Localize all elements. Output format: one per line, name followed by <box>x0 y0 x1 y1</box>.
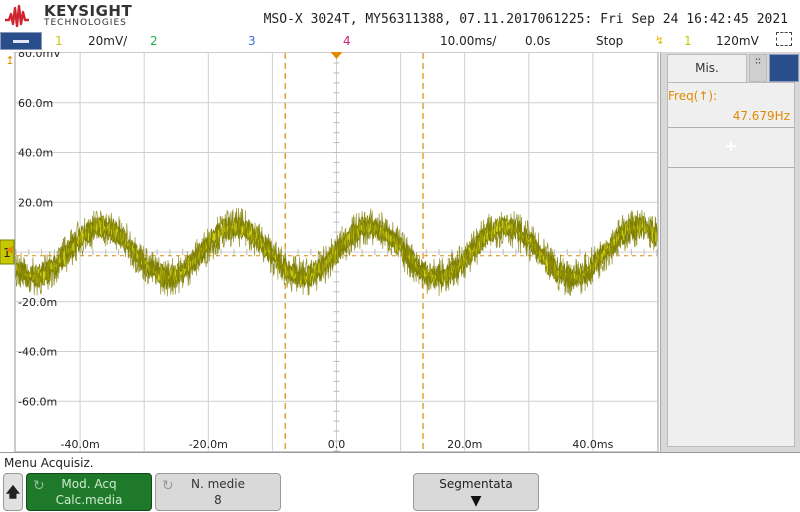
x-axis-label: 40.0ms <box>572 438 613 451</box>
measurement-list: Freq(↑): 47.679Hz + <box>667 82 795 447</box>
trigger-position-marker <box>330 52 343 59</box>
x-axis-label: 0.0 <box>328 438 346 451</box>
menu-up-button[interactable]: 🡅 <box>3 473 23 511</box>
separator <box>668 127 794 128</box>
ch3-number[interactable]: 3 <box>248 34 256 48</box>
keysight-logo: KEYSIGHT TECHNOLOGIES <box>4 2 133 30</box>
ch1-number[interactable]: 1 <box>55 34 63 48</box>
x-axis-label: -40.0m <box>61 438 100 451</box>
channel-bar: 1 20mV/ 2 3 4 10.00ms/ 0.0s Stop ↯ 1 120… <box>0 32 800 52</box>
waveform-display[interactable]: 80.0mV60.0m40.0m20.0m-20.0m-40.0m-60.0m … <box>0 52 660 452</box>
trigger-level-marker: ◀ <box>5 244 13 255</box>
acq-mode-softkey[interactable]: ↻ Mod. Acq Calc.media <box>26 473 152 511</box>
x-axis-labels: -40.0m -20.0m 0.0 20.0m 40.0ms <box>61 438 614 451</box>
channel-select-button[interactable] <box>0 32 42 50</box>
trigger-level[interactable]: 120mV <box>716 34 759 48</box>
x-axis-label: -20.0m <box>189 438 228 451</box>
brand-sub: TECHNOLOGIES <box>44 18 127 28</box>
ch1-ground-label: 1 <box>3 246 11 260</box>
right-panel: Mis. ∷ Freq(↑): 47.679Hz + <box>660 52 800 452</box>
loop-icon: ↻ <box>33 478 45 494</box>
ch4-number[interactable]: 4 <box>343 34 351 48</box>
y-axis-label: -20.0m <box>18 296 57 309</box>
timebase[interactable]: 10.00ms/ <box>440 34 497 48</box>
screen-capture-icon[interactable] <box>776 32 792 46</box>
y-axis-label: 40.0m <box>18 147 53 160</box>
down-triangle-icon: ▼ <box>470 493 482 509</box>
ch1-trace <box>15 207 658 297</box>
ch1-scale[interactable]: 20mV/ <box>88 34 128 48</box>
trigger-channel[interactable]: 1 <box>684 34 692 48</box>
waveform-area: 80.0mV 60.0m 40.0m 20.0m -20.0m -40.0m -60.0m … <box>0 52 660 452</box>
tab-settings[interactable] <box>769 54 799 82</box>
delay[interactable]: 0.0s <box>525 34 551 48</box>
segmented-softkey[interactable]: Segmentata ▼ <box>413 473 539 511</box>
ch1-ground-box <box>0 239 15 265</box>
brand-name: KEYSIGHT <box>44 2 133 20</box>
averages-title: N. medie <box>190 477 245 491</box>
separator <box>668 167 794 168</box>
tab-measurements[interactable]: Mis. <box>667 54 747 82</box>
markers[interactable]: 1◀ ↥ <box>0 52 343 265</box>
up-arrow-icon: 🡅 <box>5 485 21 501</box>
trigger-edge-icon: ↯ <box>655 34 665 47</box>
averages-value: 8 <box>214 493 222 507</box>
top-bar: KEYSIGHT TECHNOLOGIES MSO-X 3024T, MY563… <box>0 0 800 32</box>
add-measurement-button[interactable]: + <box>725 136 737 157</box>
ch1-samples <box>15 207 658 297</box>
tab-more[interactable]: ∷ <box>749 54 767 82</box>
menu-title: Menu Acquisiz. <box>4 456 94 470</box>
freq-measurement-value: 47.679Hz <box>732 109 790 123</box>
keysight-wave-icon <box>5 4 29 28</box>
device-info: MSO-X 3024T, MY56311388, 07.11.201706122… <box>263 12 788 27</box>
y-axis-labels: 80.0mV 60.0m 40.0m 20.0m -20.0m -40.0m -60.0m <box>18 52 61 408</box>
y-axis-label: 60.0m <box>18 97 53 110</box>
softkey-bar: Menu Acquisiz. 🡅 ↻ Mod. Acq Calc.media ↻… <box>0 452 800 512</box>
run-state[interactable]: Stop <box>596 34 624 48</box>
ch2-number[interactable]: 2 <box>150 34 158 48</box>
acq-mode-title: Mod. Acq <box>61 477 117 491</box>
loop-icon: ↻ <box>162 478 174 494</box>
segmented-title: Segmentata <box>439 477 513 491</box>
ch1-ground-marker: 1 <box>0 239 15 265</box>
acq-mode-value: Calc.media <box>55 493 123 507</box>
x-axis-label: 20.0m <box>447 438 482 451</box>
freq-measurement-label[interactable]: Freq(↑): <box>668 89 718 103</box>
y-axis-label: -60.0m <box>18 395 57 408</box>
y-axis-label: -40.0m <box>18 346 57 359</box>
y-axis-label: 80.0mV <box>18 52 61 60</box>
y-axis-label: 20.0m <box>18 196 53 209</box>
averages-softkey[interactable]: ↻ N. medie 8 <box>155 473 281 511</box>
trigger-level-arrow-icon: ↥ <box>5 54 14 67</box>
